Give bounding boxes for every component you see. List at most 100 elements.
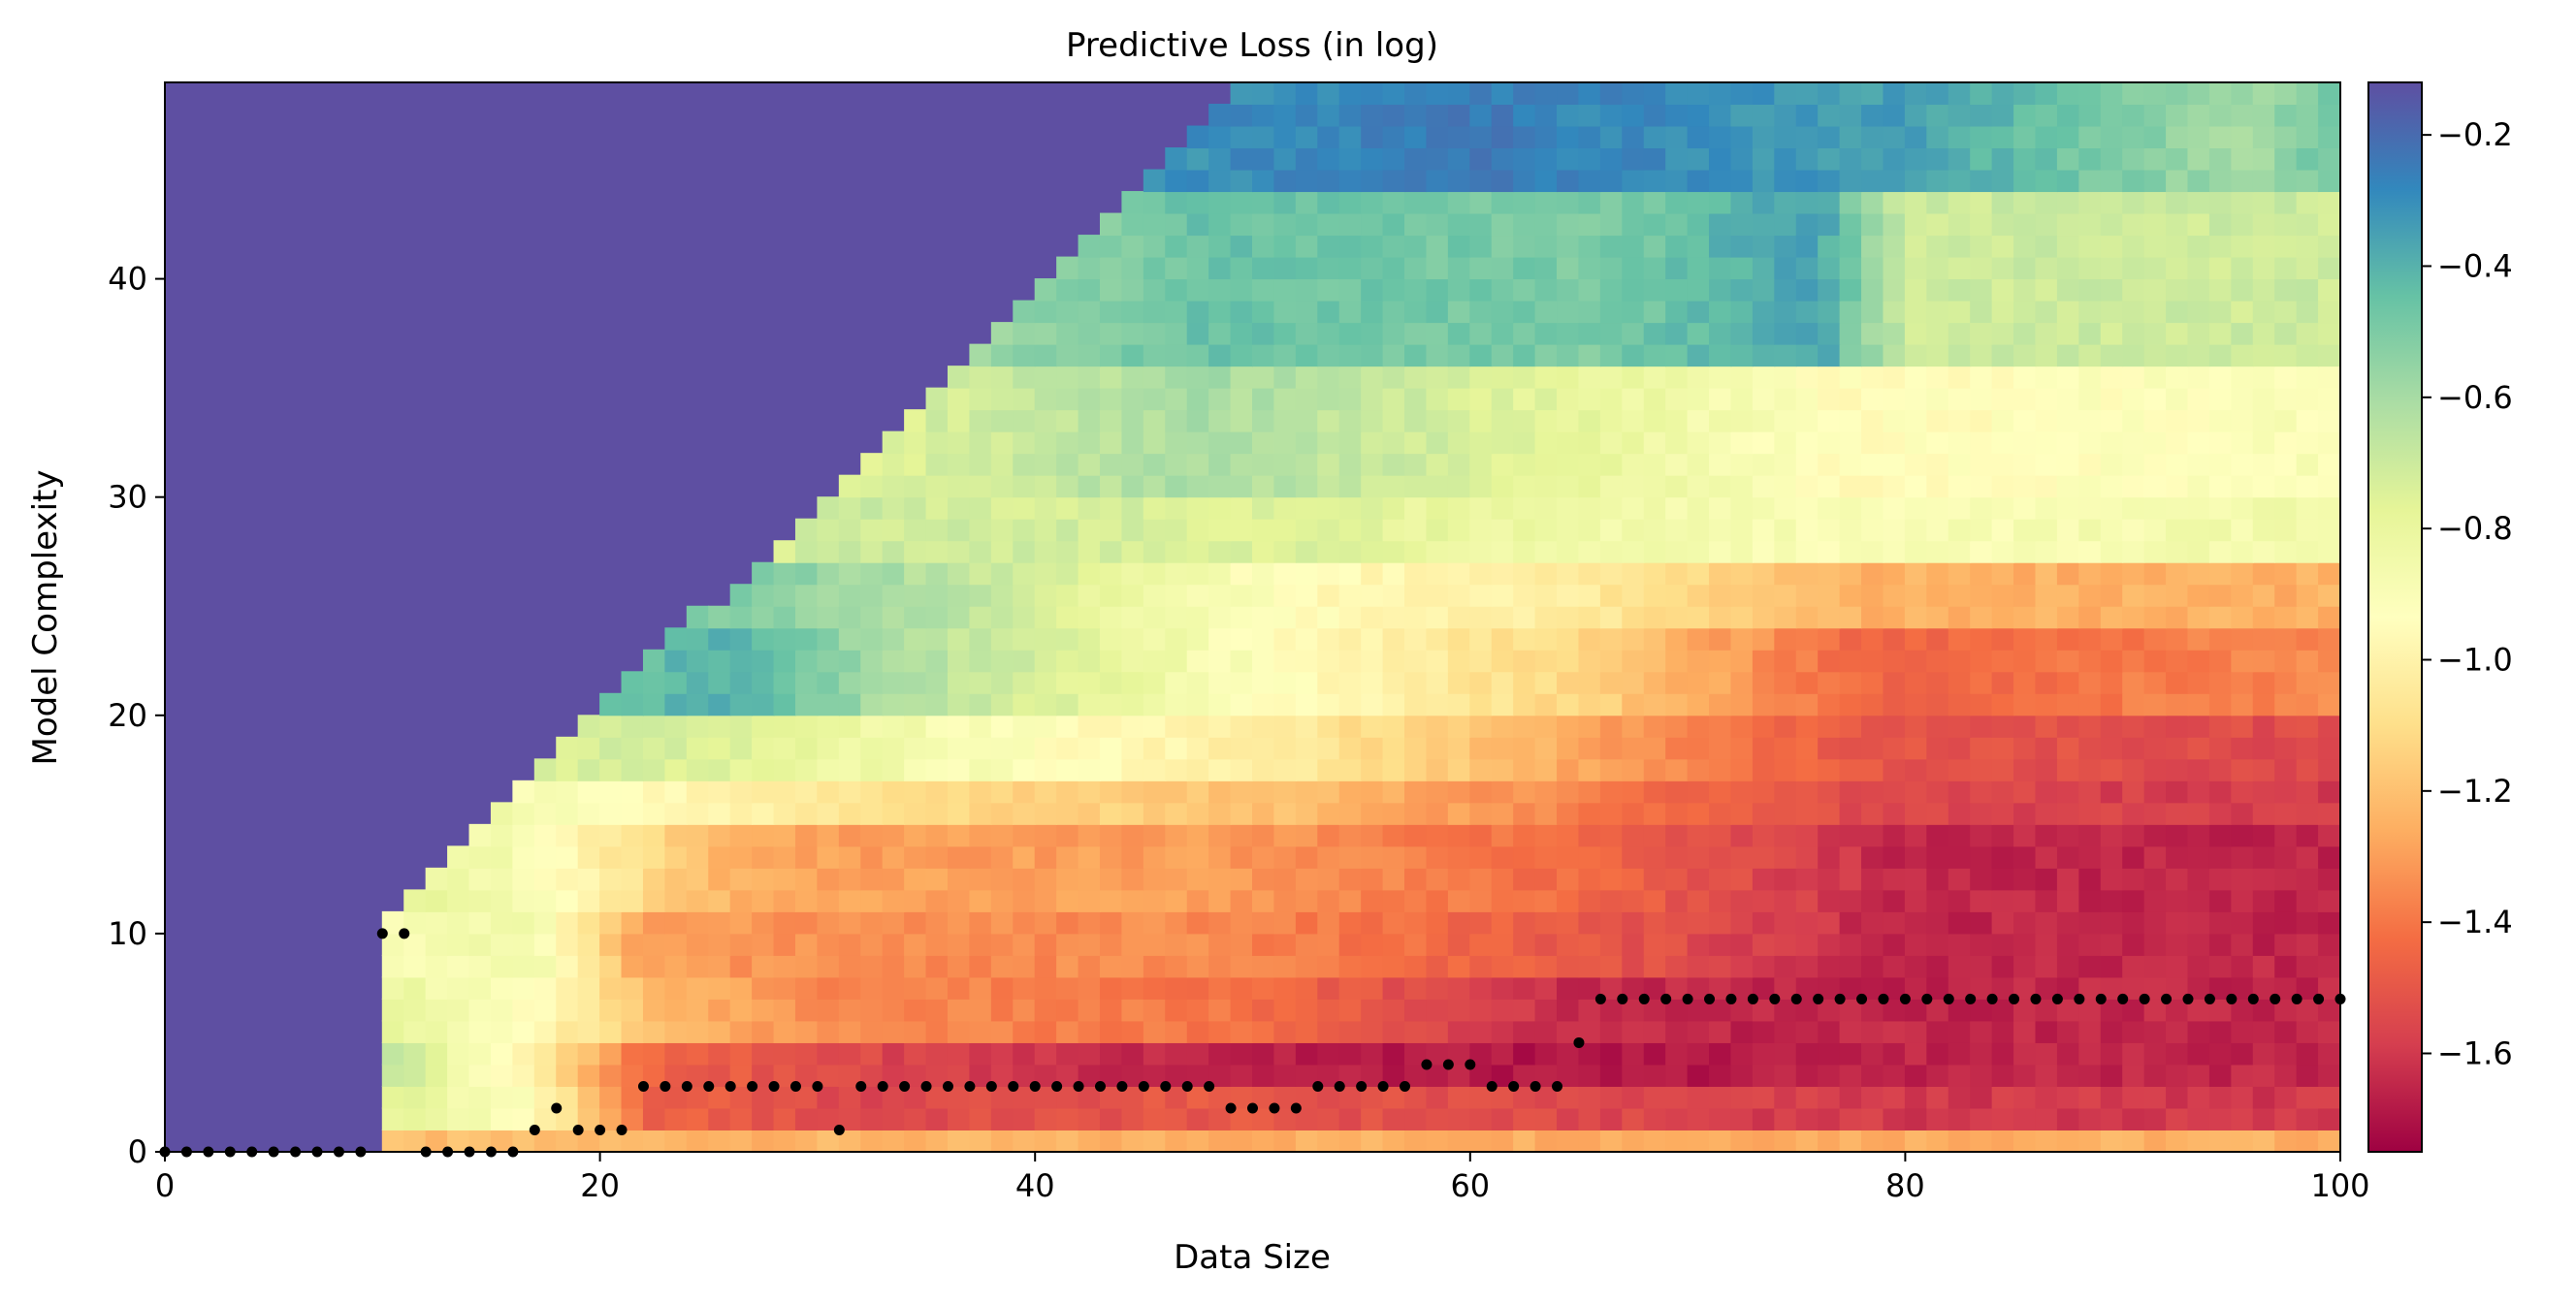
heatmap-cell [1447, 212, 1471, 237]
heatmap-cell [2274, 322, 2298, 345]
x-tick-label: 80 [1885, 1167, 1925, 1204]
heatmap-cell [947, 1020, 971, 1043]
heatmap-cell [2252, 81, 2276, 106]
heatmap-cell [1143, 823, 1167, 847]
heatmap-cell [1904, 453, 1928, 476]
heatmap-cell [1252, 845, 1275, 869]
heatmap-cell [2187, 823, 2210, 847]
heatmap-cell [817, 867, 840, 891]
heatmap-cell [2187, 715, 2210, 738]
heatmap-cell [1795, 366, 1819, 389]
heatmap-cell [838, 823, 862, 847]
heatmap-cell [860, 715, 884, 738]
heatmap-cell [1513, 540, 1536, 563]
heatmap-cell [969, 605, 992, 629]
heatmap-cell [752, 736, 775, 760]
heatmap-cell [1687, 954, 1711, 978]
heatmap-cell [686, 671, 710, 694]
heatmap-cell [1861, 300, 1884, 324]
heatmap-cell [1317, 540, 1340, 563]
heatmap-cell [1774, 191, 1797, 214]
heatmap-cell [1295, 649, 1319, 673]
heatmap-cell [1426, 81, 1449, 106]
heatmap-cell [1078, 322, 1101, 345]
heatmap-cell [1795, 845, 1819, 869]
heatmap-cell [1861, 933, 1884, 956]
heatmap-cell [1991, 976, 2015, 1000]
heatmap-cell [1208, 584, 1232, 607]
heatmap-cell [1078, 1041, 1101, 1066]
heatmap-cell [1948, 976, 1972, 1000]
heatmap-cell [1361, 191, 1384, 214]
heatmap-cell [2296, 584, 2320, 607]
heatmap-cell [1948, 649, 1972, 673]
heatmap-cell [2296, 998, 2320, 1022]
heatmap-cell [1034, 453, 1058, 476]
heatmap-cell [1599, 736, 1624, 760]
heatmap-cell [1534, 736, 1559, 760]
heatmap-cell [1426, 125, 1449, 149]
heatmap-cell [1599, 256, 1624, 280]
heatmap-cell [1795, 1041, 1819, 1066]
heatmap-cell [1926, 212, 1949, 237]
heatmap-cell [708, 692, 731, 716]
heatmap-cell [447, 1129, 470, 1153]
heatmap-cell [1643, 235, 1667, 258]
heatmap-cell [2122, 409, 2145, 432]
heatmap-cell [860, 910, 884, 935]
heatmap-cell [1578, 976, 1601, 1000]
heatmap-cell [2187, 867, 2210, 891]
heatmap-cell [1818, 409, 1841, 432]
heatmap-cell [2296, 823, 2320, 847]
heatmap-cell [752, 867, 775, 891]
heatmap-cell [1926, 1107, 1949, 1130]
heatmap-cell [947, 627, 971, 651]
heatmap-cell [773, 1107, 796, 1130]
heatmap-cell [860, 1064, 884, 1087]
heatmap-cell [2318, 715, 2341, 738]
heatmap-cell [2187, 954, 2210, 978]
heatmap-cell [2013, 430, 2037, 455]
heatmap-cell [468, 823, 492, 847]
heatmap-cell [1338, 758, 1363, 781]
heatmap-cell [947, 802, 971, 825]
heatmap-cell [1317, 780, 1340, 804]
heatmap-cell [904, 518, 927, 542]
heatmap-cell [2208, 147, 2233, 171]
heatmap-cell [512, 845, 535, 869]
heatmap-cell [1513, 671, 1536, 694]
heatmap-cell [2078, 81, 2102, 106]
heatmap-cell [2056, 605, 2080, 629]
heatmap-cell [1382, 474, 1406, 498]
heatmap-cell [1904, 954, 1928, 978]
heatmap-cell [1665, 998, 1689, 1022]
heatmap-cell [1121, 343, 1144, 367]
heatmap-cell [1883, 125, 1906, 149]
heatmap-cell [1056, 1020, 1079, 1043]
heatmap-cell [1295, 322, 1319, 345]
heatmap-cell [2208, 540, 2233, 563]
heatmap-cell [1599, 867, 1624, 891]
heatmap-cell [1491, 1041, 1515, 1066]
heatmap-cell [1295, 278, 1319, 302]
heatmap-cell [1186, 235, 1210, 258]
heatmap-cell [1861, 1129, 1884, 1153]
y-tick-label: 30 [108, 479, 147, 516]
heatmap-cell [2056, 845, 2080, 869]
heatmap-cell [1491, 758, 1515, 781]
heatmap-cell [1795, 147, 1819, 171]
heatmap-cell [1687, 802, 1711, 825]
heatmap-cell [1252, 758, 1275, 781]
heatmap-cell [1861, 910, 1884, 935]
heatmap-cell [773, 605, 796, 629]
heatmap-cell [2166, 692, 2189, 716]
heatmap-cell [1970, 147, 1993, 171]
heatmap-cell [2318, 212, 2341, 237]
heatmap-cell [1252, 104, 1275, 127]
heatmap-cell [2143, 540, 2168, 563]
heatmap-cell [425, 933, 449, 956]
optimal-point [2009, 993, 2020, 1004]
heatmap-cell [1034, 366, 1058, 389]
heatmap-cell [1338, 954, 1363, 978]
heatmap-cell [1338, 430, 1363, 455]
